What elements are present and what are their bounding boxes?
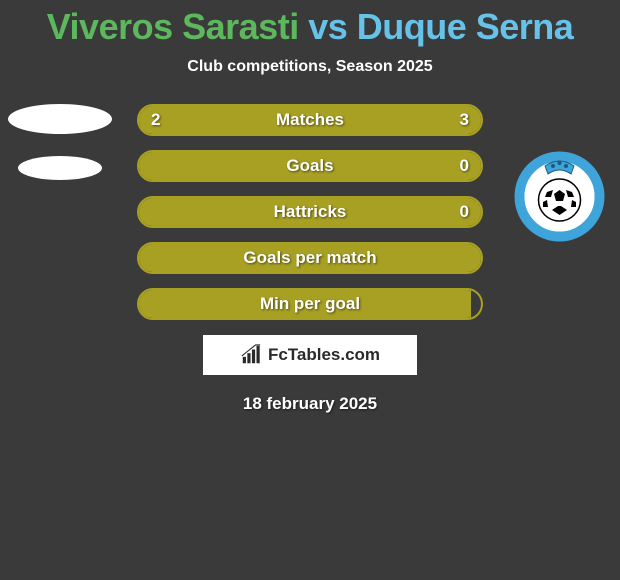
stat-row: Min per goal bbox=[137, 288, 483, 320]
page-title: Viveros Sarasti vs Duque Serna bbox=[0, 0, 620, 48]
source-logo: FcTables.com bbox=[202, 334, 418, 376]
stat-value-right: 0 bbox=[460, 196, 469, 228]
stat-value-right: 3 bbox=[460, 104, 469, 136]
player-badge-right bbox=[507, 144, 612, 249]
stat-value-left: 2 bbox=[151, 104, 160, 136]
stat-row: Matches2 3 bbox=[137, 104, 483, 136]
stat-label: Goals per match bbox=[137, 242, 483, 274]
subtitle: Club competitions, Season 2025 bbox=[0, 58, 620, 76]
stat-label: Matches bbox=[137, 104, 483, 136]
placeholder-ellipse bbox=[8, 104, 112, 134]
comparison-chart: Matches23Goals0Hattricks0Goals per match… bbox=[0, 104, 620, 320]
club-crest-icon bbox=[507, 144, 612, 249]
stat-row: Goals per match bbox=[137, 242, 483, 274]
bar-chart-icon bbox=[240, 344, 262, 366]
stat-row: Hattricks0 bbox=[137, 196, 483, 228]
stat-row: Goals0 bbox=[137, 150, 483, 182]
bar-container: Matches23Goals0Hattricks0Goals per match… bbox=[137, 104, 483, 320]
title-vs: vs bbox=[299, 6, 357, 47]
date-line: 18 february 2025 bbox=[0, 394, 620, 414]
stat-label: Goals bbox=[137, 150, 483, 182]
stat-label: Min per goal bbox=[137, 288, 483, 320]
stat-label: Hattricks bbox=[137, 196, 483, 228]
placeholder-ellipse bbox=[18, 156, 102, 180]
stat-value-right: 0 bbox=[460, 150, 469, 182]
source-logo-text: FcTables.com bbox=[268, 345, 380, 365]
title-right-name: Duque Serna bbox=[357, 6, 574, 47]
player-badge-left bbox=[8, 98, 113, 203]
title-left-name: Viveros Sarasti bbox=[47, 6, 299, 47]
